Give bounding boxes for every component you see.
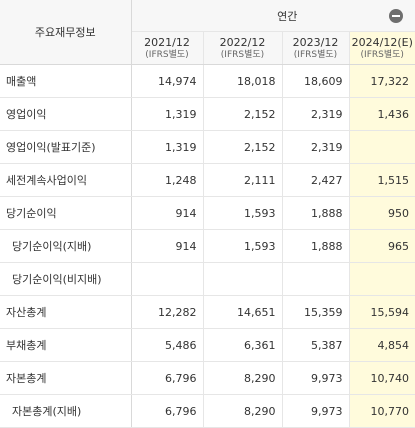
estimate-value-cell: 17,322 [349,65,415,98]
value-cell: 5,486 [131,329,203,362]
value-cell: 18,609 [282,65,349,98]
year-header-2022: 2022/12 (IFRS별도) [203,32,282,65]
year-label: 2023/12 [283,36,349,49]
value-cell: 2,427 [282,164,349,197]
year-label: 2024/12(E) [350,36,415,49]
year-header-2024-estimate: 2024/12(E) (IFRS별도) [349,32,415,65]
value-cell: 18,018 [203,65,282,98]
value-cell: 1,319 [131,131,203,164]
value-cell: 1,319 [131,98,203,131]
value-cell: 1,888 [282,197,349,230]
estimate-value-cell: 15,594 [349,296,415,329]
value-cell: 914 [131,197,203,230]
estimate-value-cell: 1,436 [349,98,415,131]
value-cell: 914 [131,230,203,263]
value-cell: 6,796 [131,362,203,395]
period-label: 연간 [277,8,297,24]
table-row: 당기순이익(비지배) [0,263,415,296]
estimate-value-cell: 965 [349,230,415,263]
value-cell: 9,973 [282,395,349,428]
value-cell: 8,290 [203,395,282,428]
value-cell: 9,973 [282,362,349,395]
row-label[interactable]: 자본총계 [0,362,131,395]
row-label[interactable]: 자본총계(지배) [0,395,131,428]
row-label[interactable]: 영업이익(발표기준) [0,131,131,164]
year-label: 2021/12 [132,36,203,49]
year-sub-label: (IFRS별도) [283,49,349,61]
value-cell: 6,361 [203,329,282,362]
value-cell: 1,248 [131,164,203,197]
year-header-2021: 2021/12 (IFRS별도) [131,32,203,65]
row-label[interactable]: 세전계속사업이익 [0,164,131,197]
row-label[interactable]: 당기순이익(비지배) [0,263,131,296]
period-header: 연간 [131,0,415,32]
row-label[interactable]: 당기순이익 [0,197,131,230]
value-cell [131,263,203,296]
estimate-value-cell: 950 [349,197,415,230]
estimate-value-cell: 4,854 [349,329,415,362]
year-header-2023: 2023/12 (IFRS별도) [282,32,349,65]
row-label[interactable]: 매출액 [0,65,131,98]
estimate-value-cell: 1,515 [349,164,415,197]
value-cell [203,263,282,296]
value-cell: 2,319 [282,98,349,131]
value-cell: 14,974 [131,65,203,98]
value-cell: 15,359 [282,296,349,329]
value-cell: 5,387 [282,329,349,362]
value-cell: 14,651 [203,296,282,329]
value-cell: 2,319 [282,131,349,164]
estimate-value-cell [349,131,415,164]
row-label[interactable]: 영업이익 [0,98,131,131]
value-cell: 2,152 [203,98,282,131]
estimate-value-cell: 10,770 [349,395,415,428]
value-cell: 6,796 [131,395,203,428]
estimate-value-cell: 10,740 [349,362,415,395]
table-header-label: 주요재무정보 [0,0,131,65]
value-cell: 12,282 [131,296,203,329]
row-label[interactable]: 자산총계 [0,296,131,329]
year-sub-label: (IFRS별도) [350,49,415,61]
row-label[interactable]: 당기순이익(지배) [0,230,131,263]
year-sub-label: (IFRS별도) [204,49,282,61]
value-cell: 2,152 [203,131,282,164]
year-label: 2022/12 [204,36,282,49]
value-cell: 1,593 [203,197,282,230]
minus-circle-icon[interactable] [389,9,403,23]
row-label[interactable]: 부채총계 [0,329,131,362]
value-cell: 1,888 [282,230,349,263]
year-sub-label: (IFRS별도) [132,49,203,61]
value-cell [282,263,349,296]
value-cell: 8,290 [203,362,282,395]
value-cell: 1,593 [203,230,282,263]
estimate-value-cell [349,263,415,296]
value-cell: 2,111 [203,164,282,197]
